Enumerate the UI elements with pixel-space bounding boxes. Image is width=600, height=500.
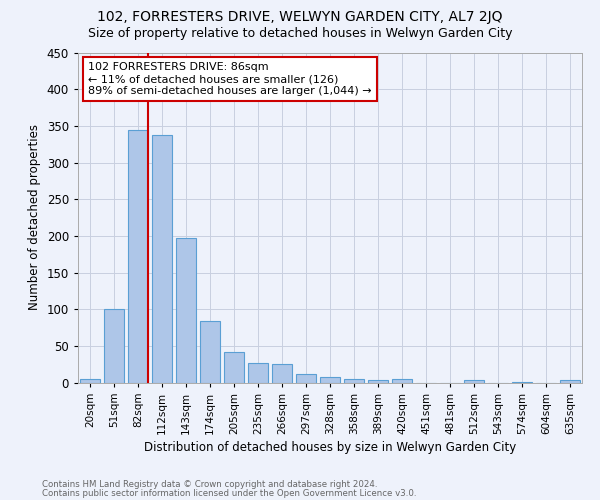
Bar — [392, 379, 412, 382]
Bar — [560, 380, 580, 382]
Bar — [224, 352, 244, 382]
Bar — [104, 309, 124, 382]
Text: Contains HM Land Registry data © Crown copyright and database right 2024.: Contains HM Land Registry data © Crown c… — [42, 480, 377, 489]
Bar — [344, 379, 364, 382]
Text: Size of property relative to detached houses in Welwyn Garden City: Size of property relative to detached ho… — [88, 28, 512, 40]
Text: 102, FORRESTERS DRIVE, WELWYN GARDEN CITY, AL7 2JQ: 102, FORRESTERS DRIVE, WELWYN GARDEN CIT… — [97, 10, 503, 24]
Bar — [296, 374, 316, 382]
Bar — [464, 380, 484, 382]
X-axis label: Distribution of detached houses by size in Welwyn Garden City: Distribution of detached houses by size … — [144, 440, 516, 454]
Bar — [152, 136, 172, 382]
Bar — [200, 321, 220, 382]
Bar — [368, 380, 388, 382]
Bar — [320, 378, 340, 382]
Bar — [128, 130, 148, 382]
Bar — [80, 379, 100, 382]
Text: 102 FORRESTERS DRIVE: 86sqm
← 11% of detached houses are smaller (126)
89% of se: 102 FORRESTERS DRIVE: 86sqm ← 11% of det… — [88, 62, 372, 96]
Bar — [176, 238, 196, 382]
Y-axis label: Number of detached properties: Number of detached properties — [28, 124, 41, 310]
Text: Contains public sector information licensed under the Open Government Licence v3: Contains public sector information licen… — [42, 488, 416, 498]
Bar — [272, 364, 292, 382]
Bar — [248, 362, 268, 382]
